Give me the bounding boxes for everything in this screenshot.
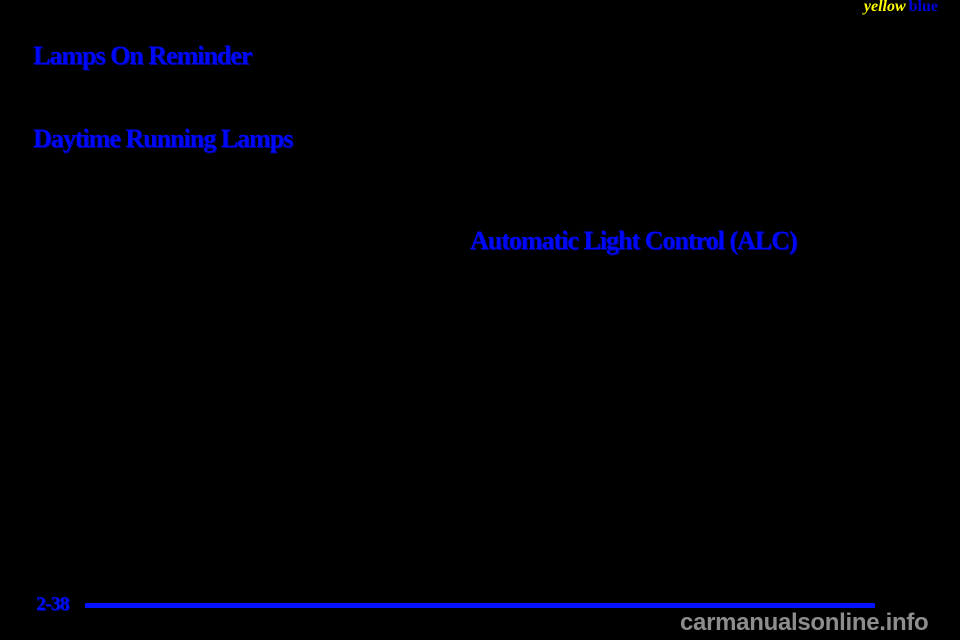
corner-tag-yellow: yellow — [863, 0, 906, 15]
corner-tag-blue: blue — [908, 0, 938, 15]
corner-color-tags: yellow blue — [864, 0, 938, 16]
footer-divider-rule — [85, 603, 875, 608]
heading-lamps-on-reminder: Lamps On Reminder — [33, 41, 252, 70]
page-number: 2-38 — [36, 593, 70, 615]
heading-automatic-light-control: Automatic Light Control (ALC) — [470, 226, 798, 255]
watermark-carmanualsonline: carmanualsonline.info — [680, 609, 929, 636]
heading-daytime-running-lamps: Daytime Running Lamps — [33, 124, 293, 153]
